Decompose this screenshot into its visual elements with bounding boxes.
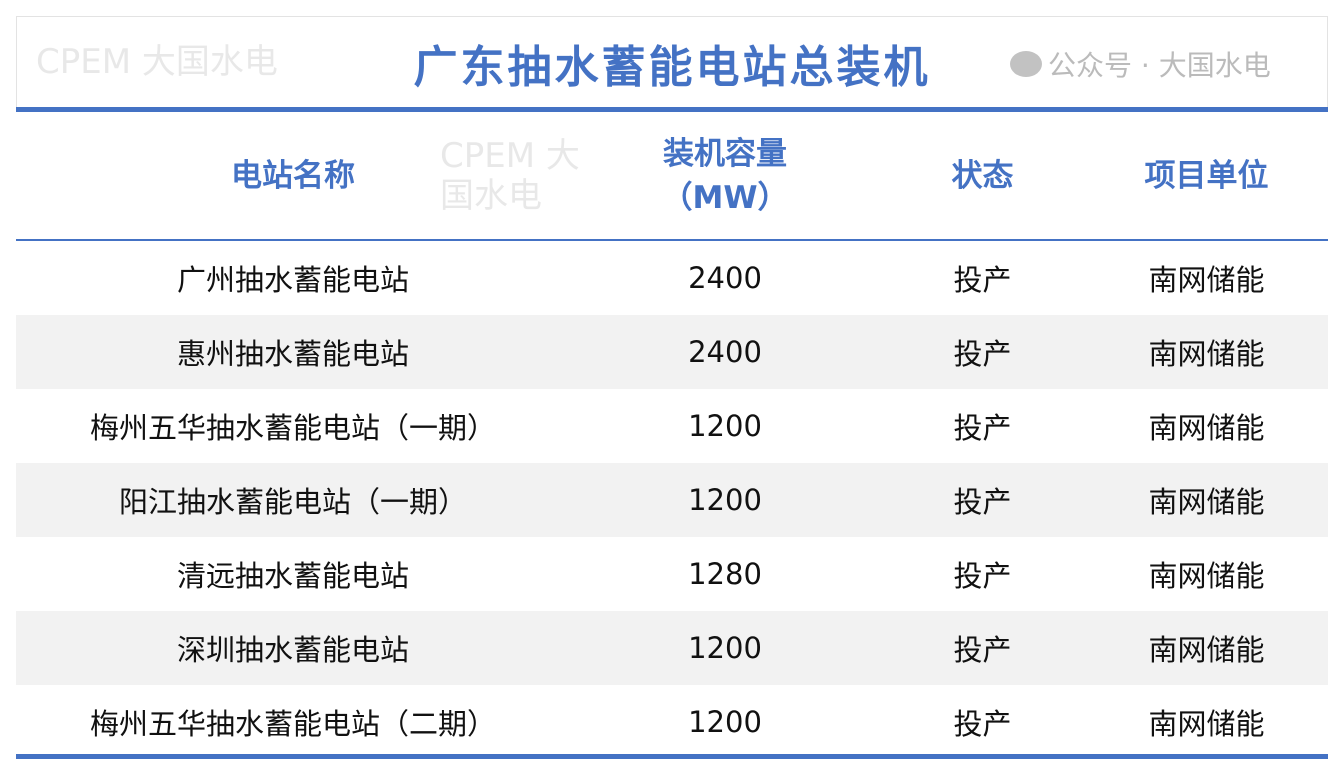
table-row: 梅州五华抽水蓄能电站（一期） 1200 投产 南网储能 [16, 389, 1328, 463]
header-capacity-unit: （MW） [661, 180, 789, 216]
cell-unit: 南网储能 [1148, 485, 1265, 519]
cell-status: 投产 [953, 337, 1012, 371]
header-name: 电站名称 [231, 158, 355, 194]
cell-unit: 南网储能 [1148, 633, 1265, 667]
table-row: 广州抽水蓄能电站 2400 投产 南网储能 [16, 241, 1328, 315]
table-header: 电站名称 装机容量 （MW） 状态 项目单位 [16, 112, 1328, 240]
cell-capacity: 1200 [688, 705, 762, 739]
cell-status: 投产 [953, 633, 1012, 667]
cell-name: 阳江抽水蓄能电站（一期） [118, 485, 467, 519]
cell-name: 梅州五华抽水蓄能电站（一期） [89, 411, 496, 445]
header-divider [16, 239, 1328, 241]
cell-status: 投产 [953, 411, 1012, 445]
cell-capacity: 1200 [688, 483, 762, 517]
cell-name: 梅州五华抽水蓄能电站（二期） [89, 707, 496, 741]
cell-unit: 南网储能 [1148, 411, 1265, 445]
cell-unit: 南网储能 [1148, 707, 1265, 741]
cell-name: 清远抽水蓄能电站 [176, 559, 409, 593]
wechat-icon [1010, 51, 1042, 77]
cell-capacity: 2400 [688, 335, 762, 369]
cell-name: 惠州抽水蓄能电站 [176, 337, 409, 371]
table-row: 阳江抽水蓄能电站（一期） 1200 投产 南网储能 [16, 463, 1328, 537]
page-title: 广东抽水蓄能电站总装机 [413, 41, 931, 93]
title-divider [16, 107, 1328, 112]
cell-status: 投产 [953, 263, 1012, 297]
cell-name: 深圳抽水蓄能电站 [176, 633, 409, 667]
cell-unit: 南网储能 [1148, 559, 1265, 593]
header-unit: 项目单位 [1144, 158, 1269, 194]
cell-unit: 南网储能 [1148, 337, 1265, 371]
table-row: 梅州五华抽水蓄能电站（二期） 1200 投产 南网储能 [16, 685, 1328, 759]
cell-name: 广州抽水蓄能电站 [176, 263, 409, 297]
brand-watermark-text: 公众号 · 大国水电 [1048, 49, 1271, 82]
brand-watermark: 公众号 · 大国水电 [1010, 44, 1271, 84]
header-capacity-label: 装机容量 [663, 136, 787, 172]
cell-unit: 南网储能 [1148, 263, 1265, 297]
cell-status: 投产 [953, 707, 1012, 741]
cell-capacity: 1280 [688, 557, 762, 591]
cell-capacity: 1200 [688, 409, 762, 443]
header-status: 状态 [951, 158, 1014, 194]
bottom-border [16, 754, 1328, 759]
cell-capacity: 1200 [688, 631, 762, 665]
cell-capacity: 2400 [688, 261, 762, 295]
table-row: 深圳抽水蓄能电站 1200 投产 南网储能 [16, 611, 1328, 685]
table-row: 惠州抽水蓄能电站 2400 投产 南网储能 [16, 315, 1328, 389]
table-row: 清远抽水蓄能电站 1280 投产 南网储能 [16, 537, 1328, 611]
title-box: 广东抽水蓄能电站总装机 [16, 16, 1328, 108]
cell-status: 投产 [953, 485, 1012, 519]
cell-status: 投产 [953, 559, 1012, 593]
header-capacity: 装机容量 （MW） [570, 132, 880, 220]
